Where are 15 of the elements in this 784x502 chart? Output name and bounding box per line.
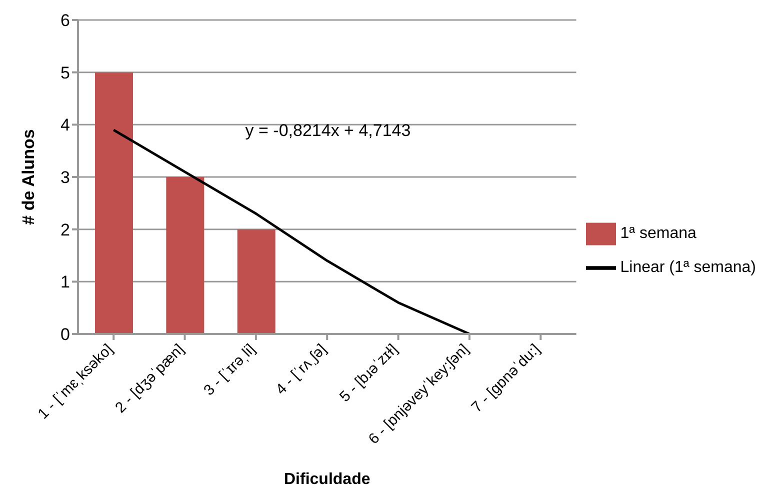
x-axis-title: Dificuldade: [284, 471, 370, 488]
y-tick-label: 2: [60, 220, 70, 240]
bar: [95, 72, 133, 334]
bar: [166, 177, 204, 334]
bar: [237, 229, 276, 334]
y-axis-title: # de Alunos: [19, 129, 38, 225]
y-tick-label: 3: [60, 168, 70, 188]
y-tick-label: 4: [60, 116, 70, 135]
y-tick-label: 0: [60, 325, 70, 344]
legend-label: 1ª semana: [620, 225, 696, 242]
y-tick-label: 5: [60, 63, 70, 82]
y-tick-label: 1: [60, 272, 70, 292]
legend-label: Linear (1ª semana): [620, 259, 756, 276]
y-tick-label: 6: [60, 11, 70, 30]
annotation: y = -0,8214x + 4,7143: [245, 121, 411, 140]
